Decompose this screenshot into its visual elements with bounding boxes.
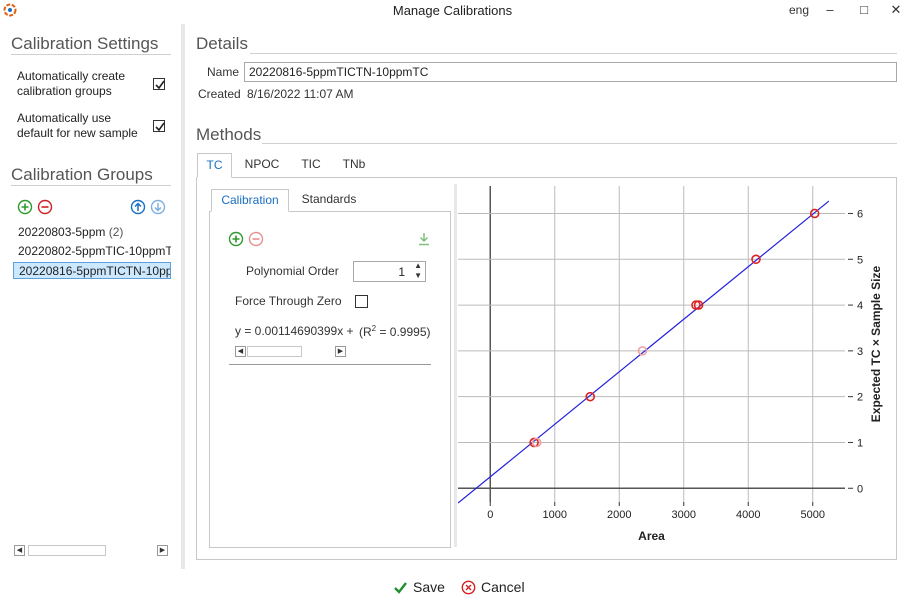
polynomial-order-input[interactable]: 1 ▲ ▼ [353,261,426,282]
chart-splitter[interactable] [454,184,457,547]
y-tick-label: 0 [857,483,863,495]
app-logo-icon [3,3,17,17]
name-label: Name [207,65,240,79]
y-tick-label: 6 [857,208,863,220]
cancel-button[interactable]: Cancel [481,579,525,595]
calibration-group-item[interactable]: 20220802-5ppmTIC-10ppmTC [18,244,171,258]
equation-scrollbar-thumb[interactable] [247,346,302,357]
sidebar-scroll-left-button[interactable]: ◀ [14,545,25,556]
arrow-down-icon[interactable] [150,199,166,215]
calibration-groups-title: Calibration Groups [11,165,153,184]
data-point [637,346,648,356]
force-through-zero-checkbox[interactable] [355,295,368,308]
fit-line [458,200,830,504]
maximize-button[interactable]: □ [860,2,868,17]
calibration-settings-title: Calibration Settings [11,34,159,53]
created-label: Created [198,87,241,101]
x-tick-label: 1000 [543,509,567,521]
equation-text: y = 0.00114690399x + [235,324,354,338]
equation-scroll-left-button[interactable]: ◀ [235,346,246,357]
data-point [693,300,704,310]
tab-tic[interactable]: TIC [301,157,321,171]
close-button[interactable]: ✕ [890,2,902,17]
settings-separator [11,54,171,55]
calibration-group-item-selected[interactable]: 20220816-5ppmTICTN-10ppmTC [13,262,171,279]
plot-area [458,186,845,502]
details-title: Details [196,34,248,53]
tab-standards[interactable]: Standards [301,192,357,206]
calibration-chart: 0 1000 2000 3000 4000 5000 0 1 2 3 4 5 6 Area Expected… [458,186,883,543]
spinner-down-icon[interactable]: ▼ [414,271,422,280]
tab-calibration[interactable]: Calibration [211,189,289,212]
r-squared-text: (R2 = 0.9995) [359,324,431,339]
details-separator [250,53,897,54]
x-axis-label: Area [638,529,665,543]
minimize-button[interactable]: – [826,2,834,17]
tab-npoc[interactable]: NPOC [244,157,280,171]
checkmark-icon [155,122,165,132]
equation-scroll-right-button[interactable]: ▶ [335,346,346,357]
sidebar-scroll-right-button[interactable]: ▶ [157,545,168,556]
x-tick-label: 3000 [672,509,696,521]
pane-splitter[interactable] [181,24,185,569]
language-indicator[interactable]: eng [789,3,810,17]
y-tick-label: 5 [857,254,863,266]
download-icon[interactable] [416,231,432,247]
x-tick-label: 0 [487,509,493,521]
checkmark-icon [155,80,165,90]
tab-tc[interactable]: TC [197,153,232,178]
equation-separator [229,364,431,365]
x-tick-label: 5000 [801,509,825,521]
setting-auto-default-label: Automatically use default for new sample [17,111,138,140]
minus-circle-icon[interactable] [37,199,53,215]
window-title: Manage Calibrations [392,3,513,18]
name-input[interactable]: 20220816-5ppmTICTN-10ppmTC [244,62,897,82]
x-tick-label: 2000 [607,509,631,521]
plus-circle-icon[interactable] [228,231,244,247]
cancel-circle-icon [461,580,476,595]
plus-circle-icon[interactable] [17,199,33,215]
x-tick-label: 4000 [736,509,760,521]
minus-circle-icon[interactable] [248,231,264,247]
group-count: (2) [108,225,124,239]
methods-separator [262,143,897,144]
arrow-up-icon[interactable] [130,199,146,215]
save-button[interactable]: Save [413,579,445,595]
y-axis-label: Expected TC × Sample Size [869,265,883,422]
auto-create-checkbox[interactable] [153,78,165,90]
methods-title: Methods [196,125,262,144]
spinner-up-icon[interactable]: ▲ [414,261,422,270]
data-point [809,208,820,219]
tab-tnb[interactable]: TNb [342,157,366,171]
sidebar-scrollbar-thumb[interactable] [28,545,106,556]
setting-auto-create-label: Automatically create calibration groups [17,69,126,98]
data-point [585,391,596,402]
created-value: 8/16/2022 11:07 AM [247,87,354,101]
groups-separator [11,185,171,186]
y-tick-label: 3 [857,346,863,358]
data-point [751,254,761,265]
checkmark-icon [394,582,407,594]
force-through-zero-label: Force Through Zero [235,294,342,308]
y-tick-label: 2 [857,392,863,404]
polynomial-order-label: Polynomial Order [246,264,339,278]
y-tick-label: 1 [857,437,863,449]
data-point [531,437,542,448]
y-tick-label: 4 [857,300,863,312]
calibration-group-item[interactable]: 20220803-5ppm (2) [18,225,124,239]
auto-default-checkbox[interactable] [153,120,165,132]
